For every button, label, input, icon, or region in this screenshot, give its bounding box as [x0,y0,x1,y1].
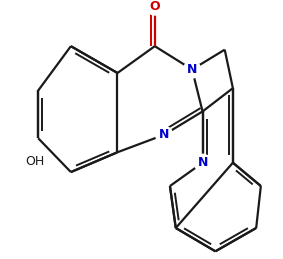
Text: O: O [149,0,160,13]
Circle shape [194,154,211,171]
Circle shape [184,61,201,78]
Text: N: N [197,156,208,169]
Text: N: N [159,128,169,141]
Text: N: N [187,63,197,76]
Circle shape [146,0,163,15]
Circle shape [156,126,173,143]
Text: OH: OH [25,155,45,168]
